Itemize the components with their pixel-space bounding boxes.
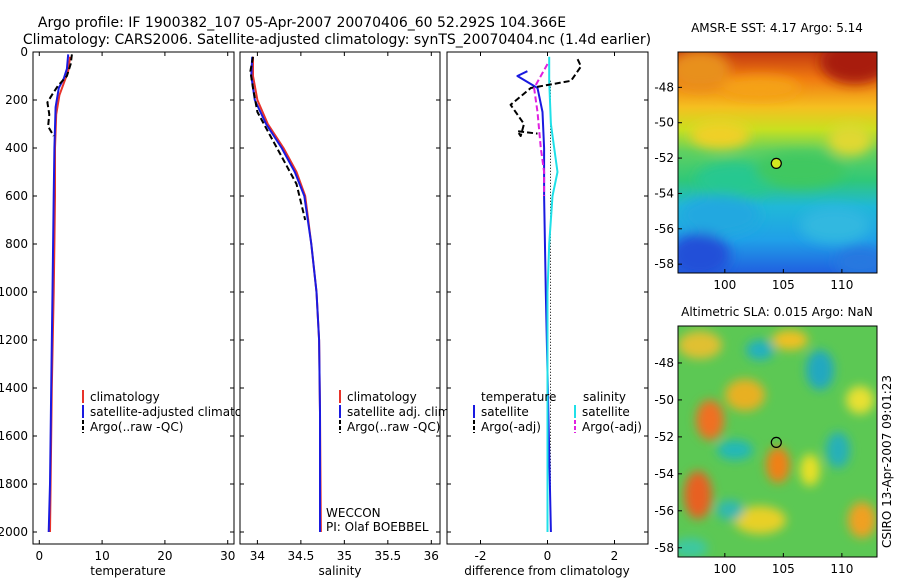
temperature-series — [46, 54, 73, 533]
sla-map-title: Altimetric SLA: 0.015 Argo: NaN — [681, 305, 873, 319]
legend-sal-satellite: satellite adj. clim. — [347, 405, 453, 419]
temperature-xtick-label-30: 30 — [220, 549, 235, 563]
sst-map-title: AMSR-E SST: 4.17 Argo: 5.14 — [691, 21, 863, 35]
depth-tick-label-400: 400 — [5, 141, 28, 155]
float-project-annotation: WECCON — [326, 506, 381, 520]
salinity-xlabel: salinity — [318, 564, 361, 578]
sla-heatmap — [678, 326, 877, 557]
legend-diff-temp-argo: Argo(-adj) — [481, 420, 541, 434]
depth-tick-label-2000: 2000 — [0, 525, 28, 539]
depth-tick-label-200: 200 — [5, 93, 28, 107]
sst-map-frame — [677, 51, 878, 274]
sst-argo-marker — [770, 157, 782, 169]
sla-map-xtick-label-110: 110 — [830, 562, 853, 576]
temperature-series-satellite-adjusted-climatology — [47, 54, 70, 533]
difference-series-salinity-argo-adj — [533, 63, 549, 196]
depth-axis: 0 200 400 600 800 1000 1200 1400 1600 1800 2000 — [0, 45, 234, 539]
temperature-series-argo-raw-qc — [46, 54, 73, 137]
sst-map-ytick-label-50: -50 — [654, 116, 674, 130]
sst-heatmap — [678, 52, 877, 273]
temperature-xtick-label-20: 20 — [157, 549, 172, 563]
sst-map-xtick-label-110: 110 — [830, 278, 853, 292]
difference-panel: -2 0 2 difference from climatology tempera… — [446, 51, 649, 578]
salinity-xtick-label-35: 35 — [337, 549, 352, 563]
salinity-xtick-label-34-5: 34.5 — [288, 549, 315, 563]
legend-sal-climatology: climatology — [347, 390, 417, 404]
legend-diff-sal-satellite: satellite — [582, 405, 630, 419]
sla-map-xtick-label-100: 100 — [713, 562, 736, 576]
sla-map-ytick-label-50: -50 — [654, 393, 674, 407]
salinity-xtick-label-36: 36 — [424, 549, 439, 563]
difference-xtick-label-2: -2 — [475, 549, 487, 563]
figure-title: Argo profile: IF 1900382_107 05-Apr-2007… — [38, 15, 566, 31]
salinity-legend: climatology satellite adj. clim. Argo(..… — [339, 390, 453, 434]
sla-map-frame — [677, 325, 878, 558]
temperature-xlabel: temperature — [90, 564, 165, 578]
salinity-xtick-label-34: 34 — [250, 549, 265, 563]
difference-legend: temperature salinity satellite Argo(-adj… — [473, 390, 642, 434]
sla-map-panel: Altimetric SLA: 0.015 Argo: NaN — [654, 305, 878, 576]
sst-map-panel: AMSR-E SST: 4.17 Argo: 5.14 100 105 110 -48… — [654, 21, 878, 292]
difference-series — [509, 56, 582, 533]
difference-series-temperature-argo-adj — [509, 58, 582, 137]
temperature-xtick-label-0: 0 — [35, 549, 43, 563]
sla-argo-marker — [770, 436, 782, 448]
difference-series-salinity-satellite — [546, 56, 559, 532]
sst-map-ytick-label-48: -48 — [654, 80, 674, 94]
sst-map-ytick-label-56: -56 — [654, 222, 674, 236]
depth-tick-label-600: 600 — [5, 189, 28, 203]
difference-series-temperature-satellite — [516, 70, 552, 533]
temperature-panel: 0 200 400 600 800 1000 1200 1400 1600 1800 2000 0 1… — [0, 45, 268, 578]
sla-map-ytick-label-52: -52 — [654, 430, 674, 444]
salinity-xtick-label-35-5: 35.5 — [374, 549, 401, 563]
depth-tick-label-1400: 1400 — [0, 381, 28, 395]
float-pi-annotation: PI: Olaf BOEBBEL — [326, 520, 429, 534]
temperature-axes-frame — [32, 51, 235, 545]
depth-tick-label-1000: 1000 — [0, 285, 28, 299]
difference-xtick-label-0: 0 — [544, 549, 552, 563]
salinity-series — [249, 56, 322, 533]
temperature-xtick-label-10: 10 — [94, 549, 109, 563]
creation-stamp: CSIRO 13-Apr-2007 09:01:23 — [880, 375, 894, 548]
legend-climatology: climatology — [90, 390, 160, 404]
sla-map-ytick-label-58: -58 — [654, 541, 674, 555]
legend-satellite-adjusted: satellite-adjusted climatology — [90, 405, 268, 419]
salinity-panel: 34 34.5 35 35.5 36 salinity climatology sate… — [239, 51, 453, 578]
sla-map-xtick-label-105: 105 — [772, 562, 795, 576]
depth-tick-label-800: 800 — [5, 237, 28, 251]
sst-map-ytick-label-54: -54 — [654, 186, 674, 200]
sst-map-xtick-label-100: 100 — [713, 278, 736, 292]
sla-map-ytick-label-56: -56 — [654, 504, 674, 518]
depth-tick-label-1200: 1200 — [0, 333, 28, 347]
depth-tick-label-0: 0 — [20, 45, 28, 59]
sst-map-xtick-label-105: 105 — [772, 278, 795, 292]
temperature-legend: climatology satellite-adjusted climatolo… — [82, 390, 268, 434]
sla-map-ytick-label-48: -48 — [654, 356, 674, 370]
sst-map-ytick-label-52: -52 — [654, 151, 674, 165]
sla-map-ytick-label-54: -54 — [654, 467, 674, 481]
sla-map-axes: 100 105 110 -48 -50 -52 -54 -56 -58 — [654, 356, 853, 576]
depth-tick-label-1800: 1800 — [0, 477, 28, 491]
salinity-x-axis: 34 34.5 35 35.5 36 — [240, 51, 440, 563]
difference-xlabel: difference from climatology — [464, 564, 630, 578]
legend-diff-salinity-header: salinity — [583, 390, 626, 404]
legend-diff-sal-argo: Argo(-adj) — [582, 420, 642, 434]
sst-map-ytick-label-58: -58 — [654, 257, 674, 271]
depth-tick-label-1600: 1600 — [0, 429, 28, 443]
legend-diff-temperature-header: temperature — [481, 390, 556, 404]
legend-sal-argo: Argo(..raw -QC) — [347, 420, 440, 434]
difference-x-axis: -2 0 2 — [447, 51, 648, 563]
difference-xtick-label-2: 2 — [611, 549, 619, 563]
legend-argo: Argo(..raw -QC) — [90, 420, 183, 434]
figure-subtitle: Climatology: CARS2006. Satellite-adjuste… — [23, 32, 651, 48]
sst-map-axes: 100 105 110 -48 -50 -52 -54 -56 -58 — [654, 80, 853, 292]
temperature-x-axis: 0 10 20 30 — [35, 52, 235, 563]
legend-diff-temp-satellite: satellite — [481, 405, 529, 419]
